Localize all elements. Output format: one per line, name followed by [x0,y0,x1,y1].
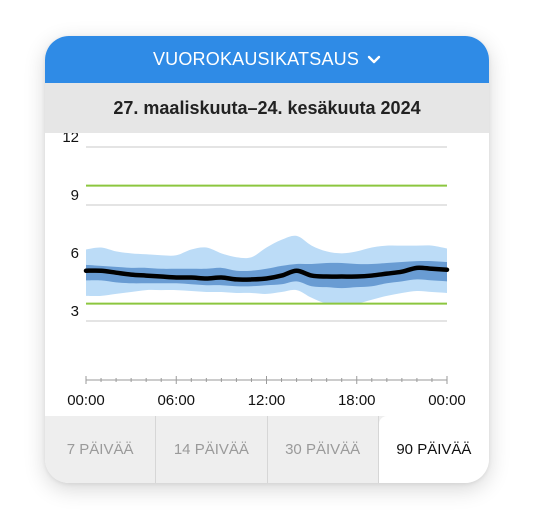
x-tick-label: 12:00 [248,392,286,409]
daily-overview-card: VUOROKAUSIKATSAUS 27. maaliskuuta–24. ke… [45,36,489,483]
y-tick-label: 3 [71,303,79,320]
period-tabs: 7 PÄIVÄÄ 14 PÄIVÄÄ 30 PÄIVÄÄ 90 PÄIVÄÄ [45,416,489,483]
view-selector-dropdown[interactable]: VUOROKAUSIKATSAUS [45,36,489,83]
tab-90-days[interactable]: 90 PÄIVÄÄ [378,416,489,483]
tab-label: 30 PÄIVÄÄ [285,441,361,458]
y-tick-label: 12 [62,133,79,146]
tab-label: 14 PÄIVÄÄ [173,441,249,458]
y-tick-label: 6 [71,245,79,262]
glucose-daily-pattern-chart: 3 6 9 12 00:00 06:00 12:00 18:00 00:00 [62,133,466,409]
chevron-down-icon [367,55,381,65]
x-tick-label: 18:00 [338,392,376,409]
y-tick-label: 9 [71,187,79,204]
x-tick-label: 00:00 [67,392,105,409]
tab-7-days[interactable]: 7 PÄIVÄÄ [45,416,157,483]
tab-30-days[interactable]: 30 PÄIVÄÄ [268,416,379,483]
view-selector-label: VUOROKAUSIKATSAUS [152,49,360,69]
median-line [83,265,450,282]
date-range-label: 27. maaliskuuta–24. kesäkuuta 2024 [45,83,489,133]
x-tick-label: 00:00 [428,392,466,409]
tab-label: 90 PÄIVÄÄ [396,441,472,458]
x-tick-label: 06:00 [157,392,195,409]
tab-label: 7 PÄIVÄÄ [66,441,134,458]
percentile-25-75-band [86,260,447,289]
tab-14-days[interactable]: 14 PÄIVÄÄ [156,416,268,483]
